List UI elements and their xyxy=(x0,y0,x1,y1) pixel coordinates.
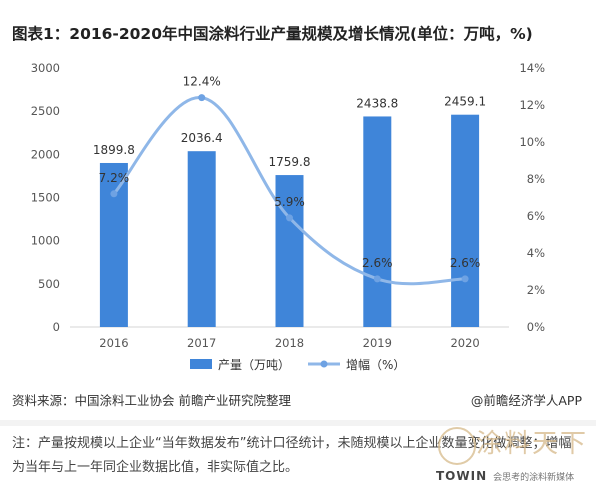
growth-point xyxy=(110,190,118,198)
bar-value-label: 1759.8 xyxy=(269,155,311,169)
growth-value-label: 5.9% xyxy=(274,195,305,209)
growth-point xyxy=(198,94,206,102)
growth-point xyxy=(286,214,293,222)
brand-watermark: 涂料天下 TOWIN 会思考的涂料新媒体 xyxy=(436,423,588,485)
legend-bar-swatch xyxy=(190,359,212,369)
x-tick-label: 2018 xyxy=(275,336,304,350)
growth-point xyxy=(461,275,469,283)
brand-tagline-text: 会思考的涂料新媒体 xyxy=(493,473,575,483)
growth-value-label: 12.4% xyxy=(183,75,221,89)
growth-value-label: 7.2% xyxy=(99,171,130,185)
y-left-tick-label: 2500 xyxy=(31,104,60,118)
y-left-tick-label: 500 xyxy=(38,277,60,291)
axes-layer: 0 500 1000 1500 2000 2500 3000 0% 2% 4% 6% 8% 10% 12%… xyxy=(31,61,545,350)
bar xyxy=(363,116,392,328)
growth-line-layer xyxy=(110,94,469,286)
chart-area: 0 500 1000 1500 2000 2500 3000 0% 2% 4% 6% 8% 10% 12%… xyxy=(31,61,545,372)
bar-value-label: 2036.4 xyxy=(181,131,223,145)
y-right-tick-label: 10% xyxy=(519,135,545,149)
y-right-tick-label: 8% xyxy=(527,172,545,186)
growth-value-label: 2.6% xyxy=(362,256,393,270)
bar xyxy=(99,162,128,327)
growth-point xyxy=(373,275,381,283)
y-left-tick-label: 1000 xyxy=(31,234,60,248)
data-labels-layer: 1899.8 2036.4 1759.8 2438.8 2459.1 7.2% 12.4% 5… xyxy=(93,75,486,270)
chart-title: 图表1：2016-2020年中国涂料行业产量规模及增长情况(单位：万吨，%) xyxy=(12,25,533,43)
y-left-tick-label: 0 xyxy=(53,320,60,334)
bars-layer xyxy=(99,114,480,328)
bar-value-label: 2459.1 xyxy=(444,95,486,109)
y-left-tick-label: 2000 xyxy=(31,147,60,161)
y-right-tick-label: 14% xyxy=(519,61,545,75)
x-tick-label: 2017 xyxy=(187,336,216,350)
y-right-tick-label: 12% xyxy=(519,98,545,112)
growth-value-label: 2.6% xyxy=(450,256,481,270)
source-row: 资料来源：中国涂料工业协会 前瞻产业研究院整理 @前瞻经济学人APP xyxy=(12,390,582,409)
attribution-text: @前瞻经济学人APP xyxy=(470,393,582,408)
bar-value-label: 1899.8 xyxy=(93,143,135,157)
bar xyxy=(451,114,480,328)
x-tick-label: 2020 xyxy=(450,336,479,350)
y-left-tick-label: 3000 xyxy=(31,61,60,75)
y-right-tick-label: 0% xyxy=(527,320,545,334)
growth-line xyxy=(112,96,466,286)
footnote: 注：产量按规模以上企业“当年数据发布”统计口径统计，未随规模以上企业数量变化做调… xyxy=(12,436,572,475)
source-text: 资料来源：中国涂料工业协会 前瞻产业研究院整理 xyxy=(12,393,291,408)
bar xyxy=(275,175,304,327)
brand-logo-icon xyxy=(438,427,476,465)
y-right-tick-label: 6% xyxy=(527,209,545,223)
brand-name-en: TOWIN xyxy=(436,469,488,483)
brand-logo-text: 涂料天下 xyxy=(476,429,589,459)
y-right-tick-label: 2% xyxy=(527,283,545,297)
x-tick-label: 2019 xyxy=(363,336,392,350)
legend-bar-label: 产量（万吨） xyxy=(218,358,290,372)
legend-line-marker xyxy=(320,360,328,368)
legend: 产量（万吨） 增幅（%） xyxy=(190,357,405,372)
y-left-tick-label: 1500 xyxy=(31,191,60,205)
x-tick-label: 2016 xyxy=(99,336,128,350)
section-divider xyxy=(0,420,596,426)
bar-value-label: 2438.8 xyxy=(356,96,398,110)
y-right-tick-label: 4% xyxy=(527,246,545,260)
legend-line-label: 增幅（%） xyxy=(346,357,405,372)
brand-tagline: TOWIN 会思考的涂料新媒体 xyxy=(436,469,574,483)
bar xyxy=(187,151,216,327)
